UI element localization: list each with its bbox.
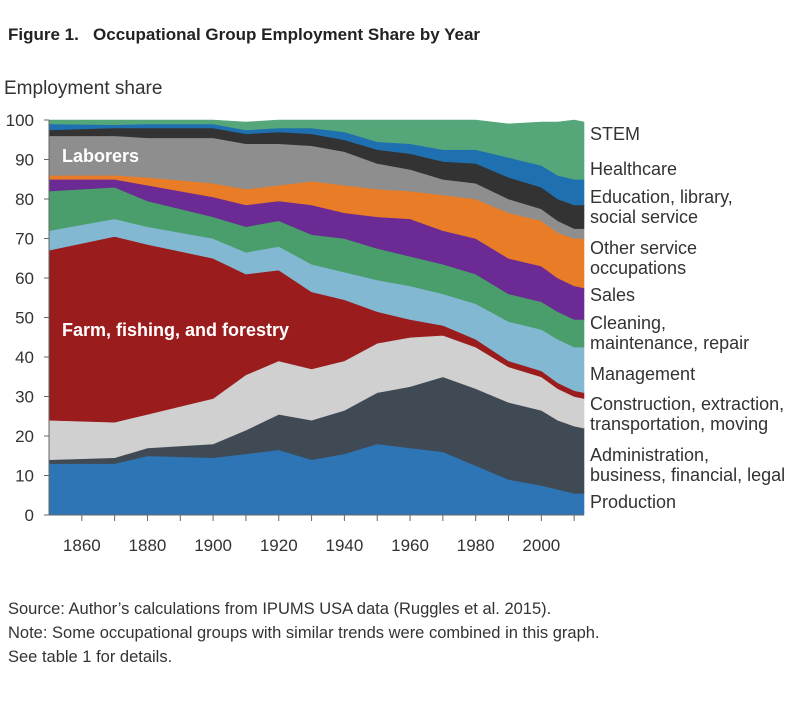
note-line: Note: Some occupational groups with simi… — [8, 624, 600, 642]
y-tick-label-100: 100 — [6, 111, 34, 130]
legend-entry-sales: Sales — [590, 285, 635, 305]
legend-line: Healthcare — [590, 159, 677, 179]
x-tick-label-1940: 1940 — [325, 536, 363, 555]
legend-line: Sales — [590, 285, 635, 305]
legend-line: business, financial, legal — [590, 465, 785, 485]
legend-entry-education-library-social-service: Education, library, social service — [590, 187, 733, 227]
inner-label-farm-fishing-and-forestry: Farm, fishing, and forestry — [62, 320, 289, 340]
legend-line: Administration, — [590, 445, 709, 465]
legend-entry-production: Production — [590, 492, 676, 512]
legend-entry-cleaning-maintenance-repair: Cleaning, maintenance, repair — [590, 313, 749, 353]
y-axis-title: Employment share — [4, 78, 163, 99]
x-tick-label-1960: 1960 — [391, 536, 429, 555]
y-tick-label-70: 70 — [15, 230, 34, 249]
x-tick-label-1880: 1880 — [129, 536, 167, 555]
y-tick-label-40: 40 — [15, 348, 34, 367]
x-tick-label-2000: 2000 — [522, 536, 560, 555]
legend-line: Management — [590, 364, 695, 384]
figure-title: Figure 1. Occupational Group Employment … — [8, 25, 481, 44]
x-tick-label-1980: 1980 — [457, 536, 495, 555]
y-tick-label-50: 50 — [15, 309, 34, 328]
area-stem — [48, 119, 585, 180]
legend-line: Other service — [590, 238, 697, 258]
y-tick-label-20: 20 — [15, 427, 34, 446]
legend-line: occupations — [590, 258, 686, 278]
legend-line: Production — [590, 492, 676, 512]
y-tick-label-90: 90 — [15, 151, 34, 170]
legend-line: transportation, moving — [590, 414, 768, 434]
legend: STEM Healthcare Education, library, social … — [590, 124, 785, 512]
x-tick-label-1900: 1900 — [194, 536, 232, 555]
chart-areas — [48, 119, 585, 516]
legend-line: social service — [590, 207, 698, 227]
legend-entry-healthcare: Healthcare — [590, 159, 677, 179]
x-tick-label-1860: 1860 — [63, 536, 101, 555]
legend-entry-construction-extraction-transportation-moving: Construction, extraction, transportation,… — [590, 394, 784, 434]
legend-entry-management: Management — [590, 364, 695, 384]
legend-entry-other-service-occupations: Other service occupations — [590, 238, 697, 278]
legend-entry-administration-business-financial-legal: Administration, business, financial, lega… — [590, 445, 785, 485]
y-tick-label-10: 10 — [15, 467, 34, 486]
y-tick-label-0: 0 — [25, 506, 34, 525]
x-tick-label-1920: 1920 — [260, 536, 298, 555]
legend-line: Cleaning, — [590, 313, 666, 333]
note-line-2: See table 1 for details. — [8, 648, 173, 666]
y-tick-label-30: 30 — [15, 388, 34, 407]
inner-label-laborers: Laborers — [62, 146, 139, 166]
y-tick-label-80: 80 — [15, 190, 34, 209]
legend-line: maintenance, repair — [590, 333, 749, 353]
y-tick-label-60: 60 — [15, 269, 34, 288]
legend-line: STEM — [590, 124, 640, 144]
chart-axes: 0 10 20 30 40 50 60 70 80 90 100 1860 1880 1900 1920 19… — [6, 111, 584, 555]
source-notes: Source: Author’s calculations from IPUMS… — [8, 597, 600, 669]
legend-entry-stem: STEM — [590, 124, 640, 144]
legend-line: Construction, extraction, — [590, 394, 784, 414]
source-line: Source: Author’s calculations from IPUMS… — [8, 600, 552, 618]
legend-line: Education, library, — [590, 187, 733, 207]
inner-area-labels: Laborers Farm, fishing, and forestry — [62, 146, 289, 340]
